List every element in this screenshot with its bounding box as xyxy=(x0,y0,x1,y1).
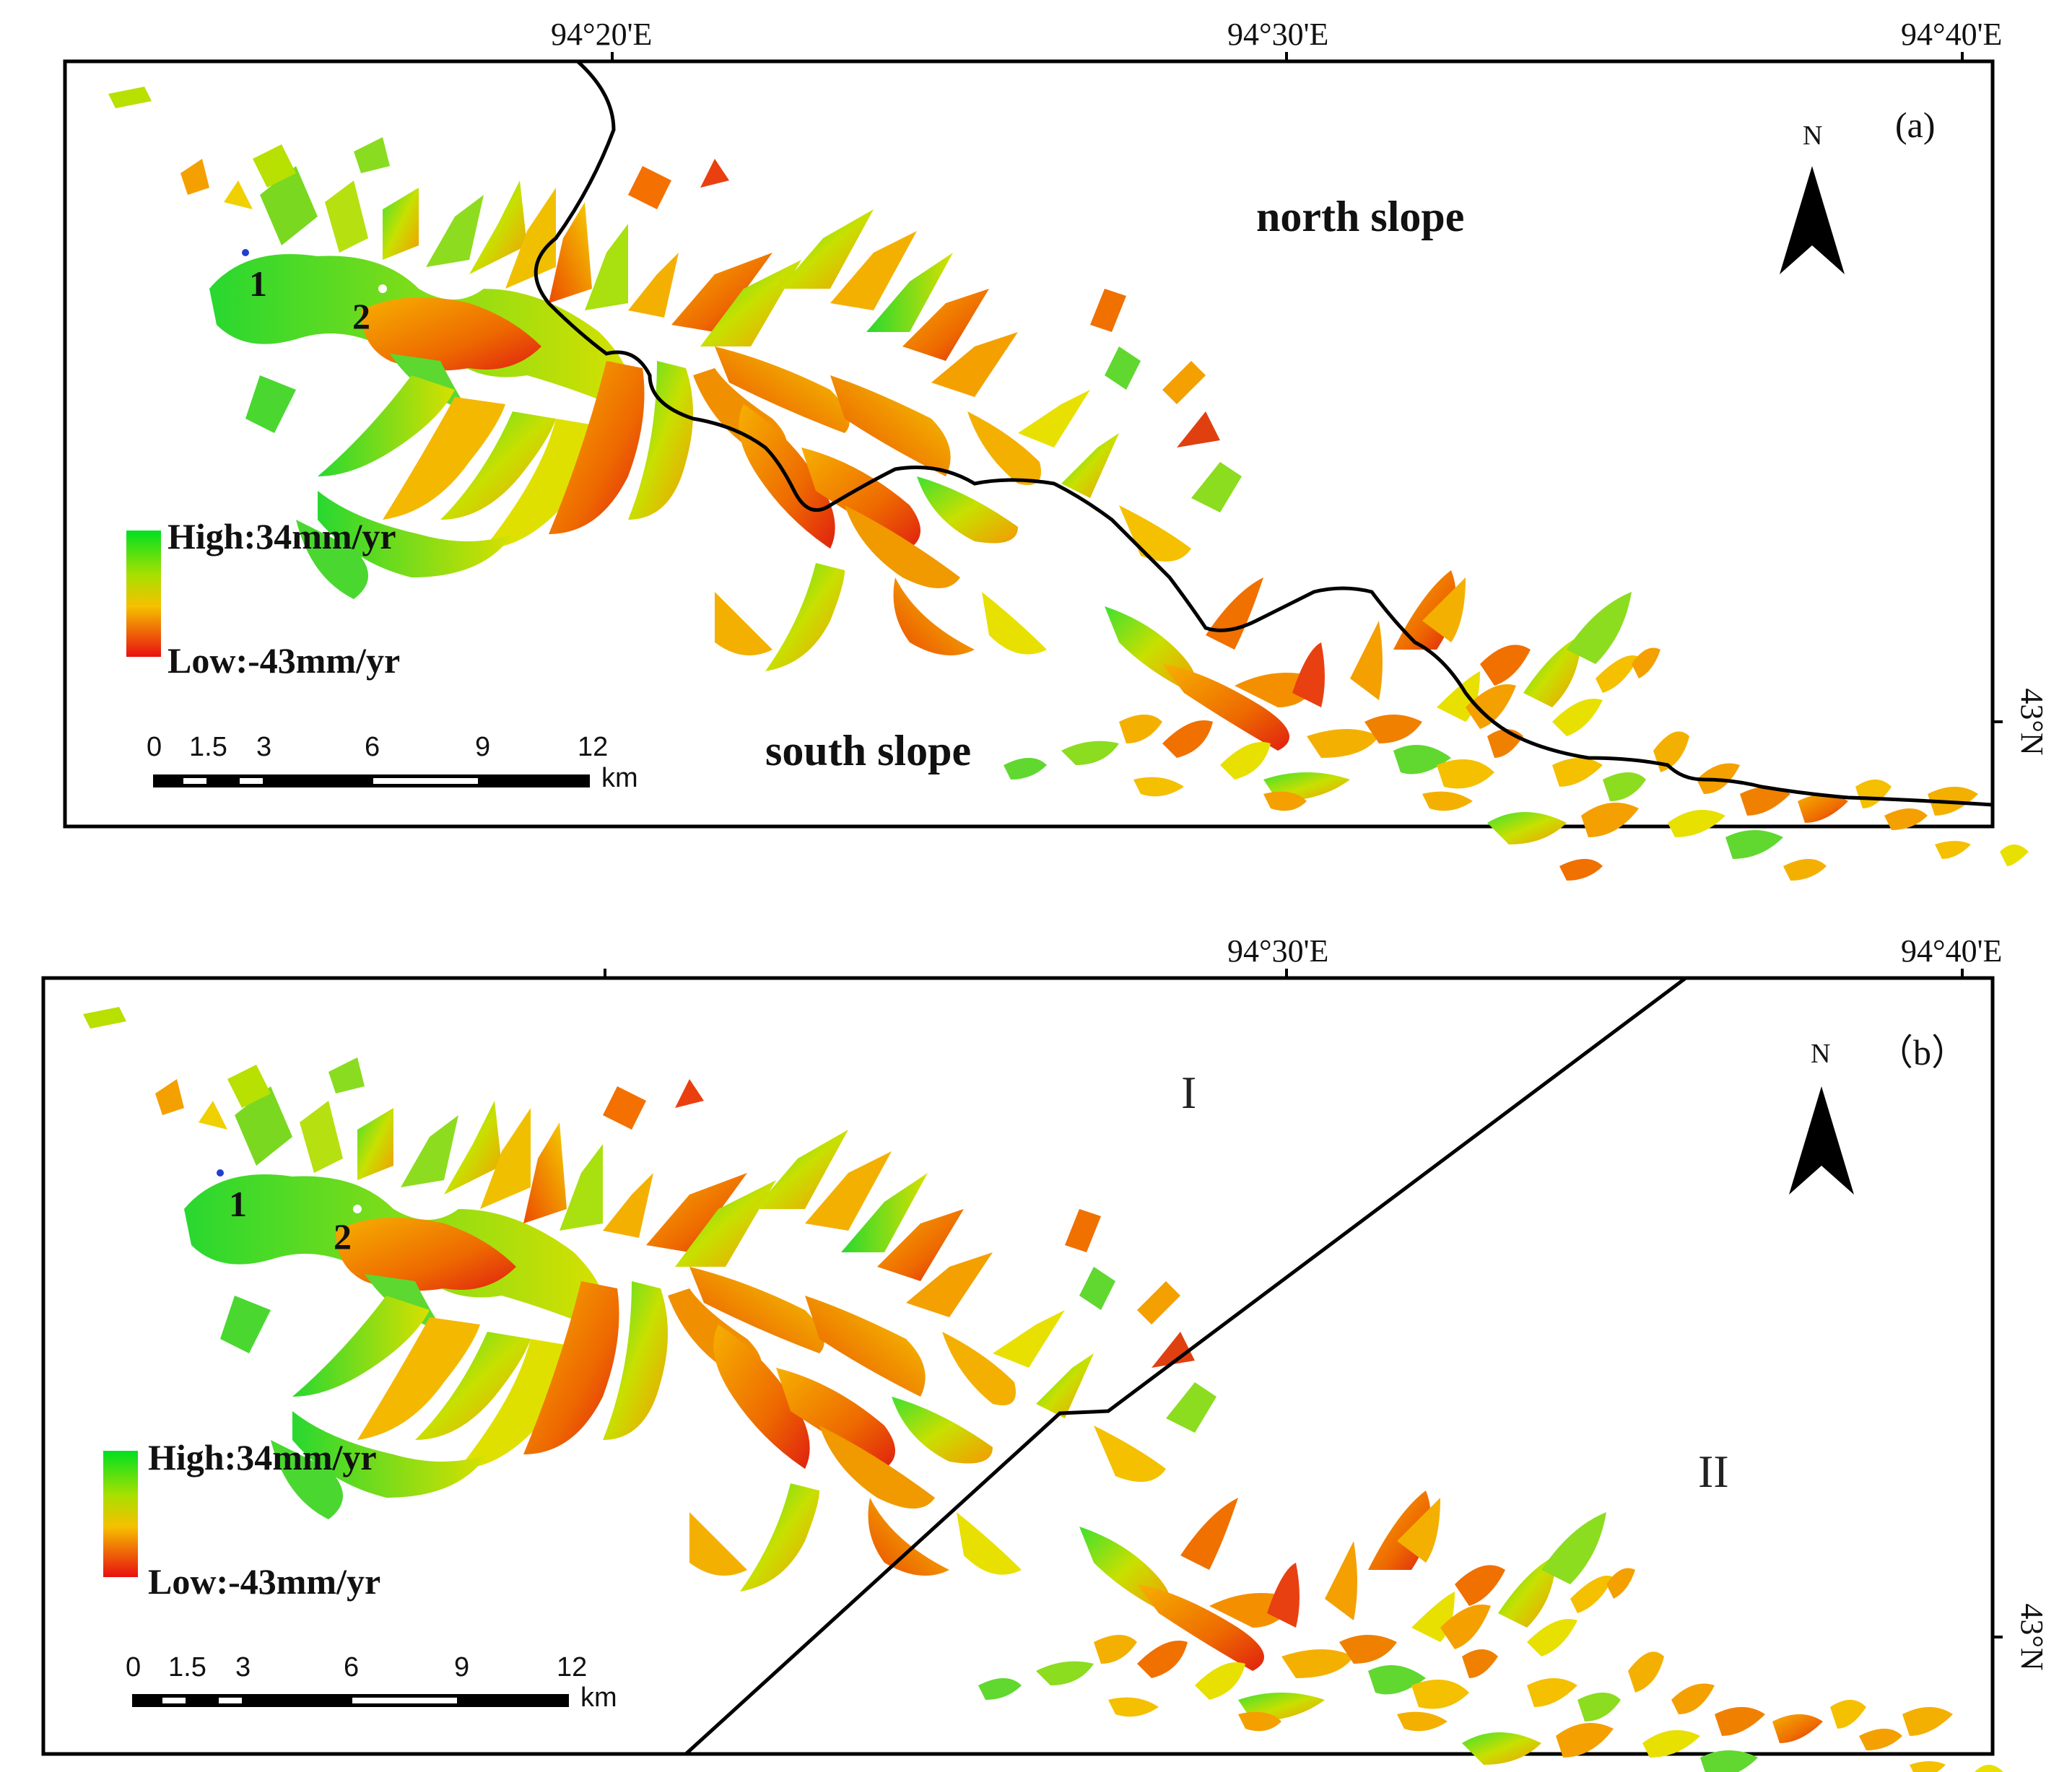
south-slope-label: south slope xyxy=(765,727,971,774)
panel-a-lon-label-2: 94°30'E xyxy=(1227,17,1328,52)
panel-a-divide-line xyxy=(534,60,1993,807)
panel-a: 94°20'E 94°30'E 94°40'E 43°N (a) north s… xyxy=(63,17,2050,881)
panel-b-scale-tick-5: 12 xyxy=(557,1652,587,1682)
panel-b-legend-high: High:34mm/yr xyxy=(148,1437,377,1478)
panel-b-scale-tick-3: 6 xyxy=(344,1652,359,1682)
panel-b-north-arrow: N xyxy=(1789,1039,1854,1195)
panel-b-lon-label-2: 94°40'E xyxy=(1901,933,2002,969)
panel-a-point-2: 2 xyxy=(352,296,370,336)
panel-b-scale-tick-4: 9 xyxy=(454,1652,469,1682)
panel-a-scale-tick-2: 3 xyxy=(256,732,271,762)
panel-a-point-1: 1 xyxy=(249,263,267,304)
panel-a-lon-label-1: 94°20'E xyxy=(551,17,652,52)
panel-a-scale-tick-4: 9 xyxy=(475,732,490,762)
panel-b-legend-ramp xyxy=(103,1451,138,1577)
panel-a-lat-label: 43°N xyxy=(2014,688,2050,755)
panel-b-legend: High:34mm/yr Low:-43mm/yr xyxy=(103,1437,380,1602)
panel-a-scale-bar: 0 1.5 3 6 9 12 km xyxy=(147,732,638,793)
panel-b-scale-tick-0: 0 xyxy=(126,1652,141,1682)
panel-b-lon-label-1: 94°30'E xyxy=(1227,933,1328,969)
panel-b-label: （b） xyxy=(1877,1032,1967,1073)
panel-a-scale-tick-5: 12 xyxy=(578,732,608,762)
panel-b-point-2: 2 xyxy=(334,1216,352,1257)
panel-b-scale-unit: km xyxy=(580,1682,617,1713)
panel-b-scale-bar: 0 1.5 3 6 9 12 km xyxy=(126,1652,617,1713)
panel-a-legend: High:34mm/yr Low:-43mm/yr xyxy=(126,516,400,681)
panel-a-legend-ramp xyxy=(126,531,161,657)
panel-b-point-1: 1 xyxy=(229,1184,247,1224)
panel-a-legend-low: Low:-43mm/yr xyxy=(167,640,400,681)
panel-b-zone-divider xyxy=(684,977,1687,1755)
zone-two-label: II xyxy=(1698,1446,1729,1497)
panel-a-legend-high: High:34mm/yr xyxy=(167,516,396,557)
panel-b-scale-tick-1: 1.5 xyxy=(168,1652,206,1682)
panel-a-scale-tick-1: 1.5 xyxy=(189,732,227,762)
panel-b: 94°30'E 94°40'E 43°N （b） I II 1 2 N High… xyxy=(41,933,2050,1772)
panel-a-scale-unit: km xyxy=(601,763,638,793)
zone-one-label: I xyxy=(1181,1067,1196,1118)
panel-b-scale-tick-2: 3 xyxy=(235,1652,251,1682)
panel-b-lat-label: 43°N xyxy=(2014,1603,2050,1670)
north-slope-label: north slope xyxy=(1256,193,1464,240)
panel-a-north-label: N xyxy=(1803,121,1822,151)
panel-a-scale-tick-0: 0 xyxy=(147,732,162,762)
panel-a-label: (a) xyxy=(1895,105,1936,145)
panel-b-north-label: N xyxy=(1811,1039,1830,1069)
panel-a-scale-tick-3: 6 xyxy=(365,732,380,762)
panel-a-lon-label-3: 94°40'E xyxy=(1901,17,2002,52)
panel-a-north-arrow: N xyxy=(1780,121,1845,274)
panel-b-legend-low: Low:-43mm/yr xyxy=(148,1561,380,1602)
